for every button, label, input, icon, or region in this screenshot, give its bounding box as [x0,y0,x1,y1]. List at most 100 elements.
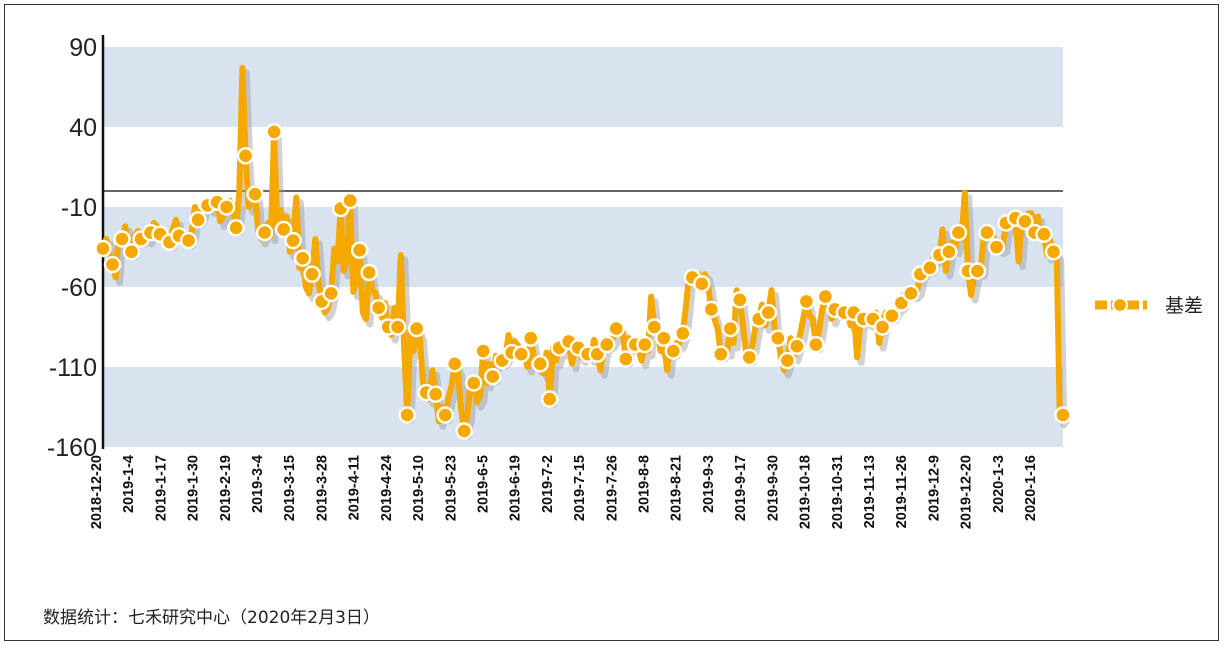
x-tick-label: 2019-10-31 [830,455,846,529]
y-tick-label: 90 [69,34,97,62]
x-tick-label: 2019-6-5 [475,455,491,513]
chart-frame: 90 40 -10 -60 -110 -160 2018-12-20 2019-1-4 201… [4,4,1219,641]
data-point [940,243,958,261]
data-point [265,123,283,141]
x-tick-label: 2019-3-28 [314,455,330,521]
data-point [721,319,740,338]
data-point [436,406,454,424]
data-point [731,291,749,309]
data-point [797,292,816,311]
data-point [702,300,721,319]
data-point [94,239,112,258]
x-tick-label: 2019-12-9 [926,455,942,521]
y-axis-ticks: 90 40 -10 -60 -110 -160 [47,34,97,462]
data-point [246,185,264,203]
data-point [1054,406,1072,424]
data-point [407,319,426,338]
x-tick-label: 2019-2-19 [218,455,234,521]
x-tick-label: 2019-1-30 [186,455,202,521]
y-tick-label: -160 [47,434,97,462]
data-point [674,324,692,343]
data-point [968,262,987,280]
data-point [693,275,711,293]
data-point [607,319,625,338]
data-point [474,342,492,360]
data-point [113,230,131,248]
data-point [512,345,530,363]
x-tick-label: 2019-11-13 [862,455,878,528]
data-point [883,307,901,325]
x-tick-label: 2019-3-4 [250,455,266,513]
grid-bands [103,47,1063,447]
data-point [531,355,549,373]
data-point [1035,225,1053,243]
x-tick-label: 2019-12-20 [959,455,975,529]
data-point [759,303,778,322]
data-point [987,238,1006,256]
x-tick-label: 2020-1-16 [1023,455,1039,521]
legend-label-basis: 基差 [1165,295,1203,317]
data-point [921,259,939,277]
data-point [816,287,835,306]
data-point [645,318,663,336]
grid-band [103,47,1063,127]
data-point [598,335,616,354]
data-point [464,374,483,392]
data-point [388,318,407,336]
data-point [807,335,825,354]
y-tick-label: -110 [49,354,97,382]
x-tick-label: 2019-7-26 [604,455,620,521]
data-point [778,351,797,370]
data-point [522,329,540,347]
x-tick-label: 2019-8-21 [669,455,685,521]
data-point [369,299,388,317]
data-point [541,390,559,408]
data-point [712,345,730,363]
data-point [179,231,198,250]
y-tick-label: -60 [61,274,97,302]
x-tick-label: 2019-7-15 [572,455,588,521]
legend: 基差 [1095,295,1203,317]
x-tick-label: 2019-9-17 [733,455,749,521]
data-point [227,219,245,237]
data-point [769,329,787,347]
data-point [1044,243,1063,261]
x-tick-label: 2019-4-24 [379,455,395,521]
data-point [274,220,293,239]
data-point [360,263,378,282]
basis-line-chart: 90 40 -10 -60 -110 -160 2018-12-20 2019-1-4 201… [47,34,1203,529]
x-tick-label: 2019-1-4 [121,455,137,513]
data-point [303,265,321,283]
y-tick-label: -10 [61,194,97,222]
data-point [122,243,141,261]
grid-band [103,367,1063,447]
data-point [873,318,892,336]
data-point [426,385,445,403]
data-point [350,241,369,259]
data-point [398,406,416,424]
x-tick-label: 2019-1-17 [153,455,169,521]
x-tick-label: 2019-10-18 [798,455,814,529]
x-tick-label: 2020-1-3 [991,455,1007,513]
data-point [978,223,996,242]
data-point [455,422,473,440]
data-point [189,211,207,229]
data-point [236,147,255,165]
y-tick-label: 40 [69,114,97,142]
data-point [788,337,806,355]
x-tick-label: 2019-11-26 [894,455,910,528]
data-point [617,350,635,368]
data-point [445,355,464,373]
x-tick-label: 2019-3-15 [282,455,298,521]
data-point [1016,212,1034,231]
data-point [255,223,274,242]
data-point [341,191,359,210]
x-tick-label: 2019-5-23 [443,455,459,521]
data-point [284,231,302,250]
data-point [740,348,759,367]
grid-band [103,207,1063,287]
data-point [217,198,236,216]
x-tick-label: 2018-12-20 [89,455,105,529]
data-point [664,342,682,360]
x-tick-label: 2019-9-30 [765,455,781,521]
